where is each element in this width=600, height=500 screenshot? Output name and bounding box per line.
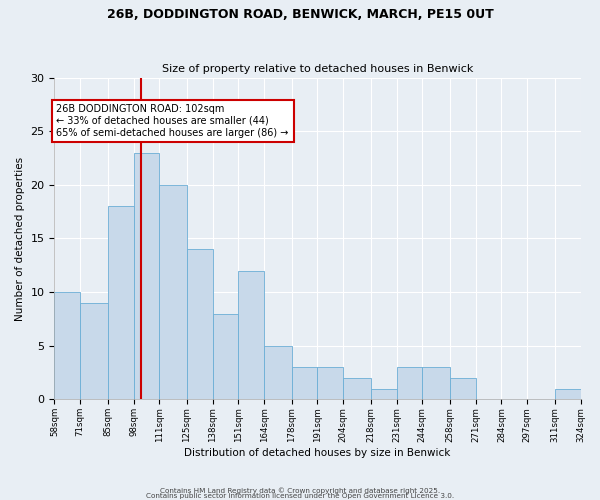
Bar [159,185,187,400]
Bar [80,303,108,400]
Bar [450,378,476,400]
Bar [134,152,159,400]
Bar [108,206,134,400]
Text: 26B, DODDINGTON ROAD, BENWICK, MARCH, PE15 0UT: 26B, DODDINGTON ROAD, BENWICK, MARCH, PE… [107,8,493,20]
Bar [371,388,397,400]
Bar [264,346,292,400]
Bar [317,367,343,400]
Y-axis label: Number of detached properties: Number of detached properties [15,156,25,320]
Bar [187,249,212,400]
Bar [397,367,422,400]
Bar [55,292,80,400]
Title: Size of property relative to detached houses in Benwick: Size of property relative to detached ho… [162,64,473,74]
Bar [343,378,371,400]
Bar [422,367,450,400]
Text: Contains public sector information licensed under the Open Government Licence 3.: Contains public sector information licen… [146,493,454,499]
X-axis label: Distribution of detached houses by size in Benwick: Distribution of detached houses by size … [184,448,451,458]
Bar [238,270,264,400]
Bar [212,314,238,400]
Bar [292,367,317,400]
Bar [555,388,581,400]
Text: 26B DODDINGTON ROAD: 102sqm
← 33% of detached houses are smaller (44)
65% of sem: 26B DODDINGTON ROAD: 102sqm ← 33% of det… [56,104,289,138]
Text: Contains HM Land Registry data © Crown copyright and database right 2025.: Contains HM Land Registry data © Crown c… [160,487,440,494]
